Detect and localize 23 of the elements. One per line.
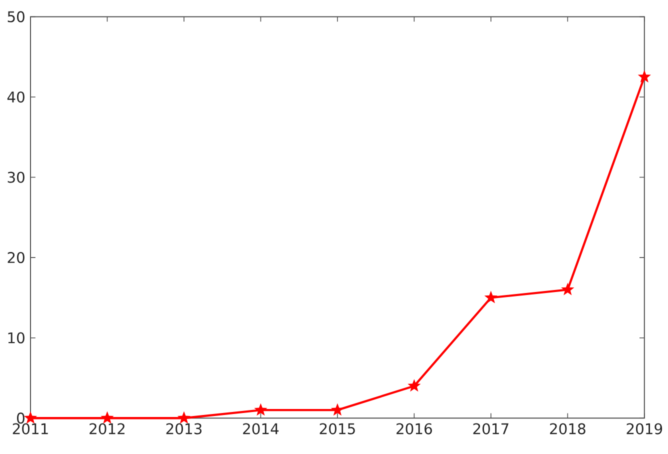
point xyxy=(408,379,421,392)
x-tick-label: 2011 xyxy=(12,423,48,435)
point xyxy=(100,411,114,424)
point xyxy=(484,291,498,304)
x-tick-label: 2016 xyxy=(396,423,432,435)
y-tick-label: 50 xyxy=(8,11,24,23)
x-tick-label: 2015 xyxy=(320,423,355,435)
y-tick-label: 40 xyxy=(7,92,24,103)
y-tick-label: 30 xyxy=(8,172,24,184)
y-tick-label: 10 xyxy=(8,332,24,344)
point xyxy=(254,403,268,416)
x-tick-label: 2018 xyxy=(550,423,586,435)
x-tick-label: 2019 xyxy=(626,423,662,435)
point xyxy=(638,70,651,83)
y-tick-label: 0 xyxy=(17,412,24,424)
y-tick-label: 20 xyxy=(8,252,24,264)
x-tick-label: 2014 xyxy=(243,423,279,435)
x-tick-label: 2017 xyxy=(473,423,508,435)
point xyxy=(561,283,574,296)
point xyxy=(177,411,191,424)
x-tick-label: 2013 xyxy=(166,423,202,435)
point xyxy=(330,403,344,416)
x-tick-label: 2012 xyxy=(90,423,124,435)
